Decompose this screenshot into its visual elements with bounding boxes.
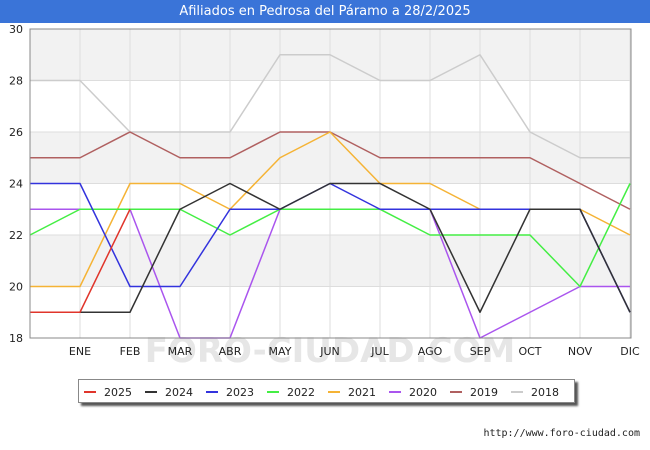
legend-label-2021: 2021 xyxy=(348,386,376,399)
x-tick-label: JUL xyxy=(370,345,389,358)
plot-area-border xyxy=(29,28,632,339)
x-tick-label: NOV xyxy=(568,345,593,358)
legend-label-2025: 2025 xyxy=(104,386,132,399)
x-tick-label: SEP xyxy=(470,345,491,358)
chart-title: Afiliados en Pedrosa del Páramo a 28/2/2… xyxy=(0,0,650,23)
x-tick-label: FEB xyxy=(120,345,141,358)
x-tick-label: AGO xyxy=(418,345,443,358)
series-line-2024 xyxy=(30,182,631,313)
legend-label-2022: 2022 xyxy=(287,386,315,399)
x-tick-label: DIC xyxy=(620,345,640,358)
legend-label-2018: 2018 xyxy=(531,386,559,399)
legend-label-2019: 2019 xyxy=(470,386,498,399)
legend: 2025 2024 2023 2022 2021 2020 2019 2018 xyxy=(78,379,575,403)
x-tick-label: ABR xyxy=(219,345,242,358)
y-tick-label: 28 xyxy=(9,75,23,88)
legend-label-2023: 2023 xyxy=(226,386,254,399)
y-tick-label: 26 xyxy=(9,126,23,139)
x-tick-label: MAR xyxy=(168,345,193,358)
legend-label-2024: 2024 xyxy=(165,386,193,399)
x-tick-label: OCT xyxy=(518,345,541,358)
legend-label-2020: 2020 xyxy=(409,386,437,399)
series-line-2025 xyxy=(30,208,131,313)
source-url: http://www.foro-ciudad.com xyxy=(483,428,640,439)
y-tick-label: 24 xyxy=(9,178,23,191)
x-tick-label: MAY xyxy=(269,345,292,358)
legend-items: 2025 2024 2023 2022 2021 2020 2019 2018 xyxy=(84,386,559,399)
y-tick-label: 30 xyxy=(9,23,23,36)
y-tick-label: 20 xyxy=(9,281,23,294)
x-tick-label: ENE xyxy=(69,345,91,358)
y-tick-label: 18 xyxy=(9,332,23,345)
x-axis-ticks: ENE FEB MAR ABR MAY JUN JUL AGO SEP OCT NOV DIC xyxy=(69,345,640,358)
y-tick-label: 22 xyxy=(9,229,23,242)
series-lines xyxy=(29,54,631,339)
x-tick-label: JUN xyxy=(319,345,340,358)
y-axis-ticks: 18 20 22 24 26 28 30 xyxy=(9,23,23,345)
